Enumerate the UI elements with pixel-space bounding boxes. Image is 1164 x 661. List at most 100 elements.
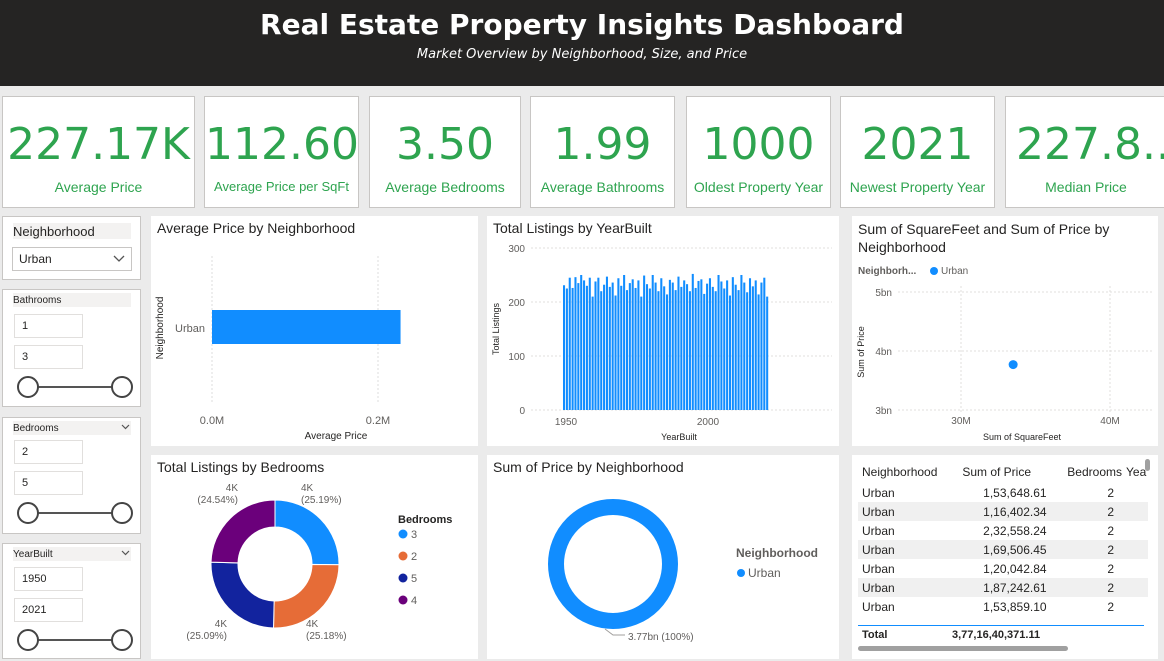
chevron-down-icon[interactable] <box>113 255 125 263</box>
donut-slice-4[interactable] <box>210 499 276 564</box>
neighborhood-dropdown[interactable]: Urban <box>12 247 132 271</box>
property-table[interactable]: Neighborhood Sum of Price Bedrooms Yea U… <box>852 455 1158 659</box>
horizontal-scrollbar[interactable] <box>858 646 1068 651</box>
bar-year-1955[interactable] <box>577 283 580 410</box>
bar-year-1976[interactable] <box>637 280 640 410</box>
column-header[interactable]: Neighborhood <box>862 465 938 479</box>
bar-year-1985[interactable] <box>663 286 666 410</box>
bar-year-2004[interactable] <box>717 275 720 410</box>
bar-year-2003[interactable] <box>714 291 717 410</box>
bar-year-2018[interactable] <box>757 294 760 410</box>
bar-year-1978[interactable] <box>643 275 646 410</box>
kpi-card-average-bathrooms[interactable]: 1.99 Average Bathrooms <box>530 96 675 208</box>
bar-year-1984[interactable] <box>660 278 663 410</box>
yearbuilt-max-input[interactable]: 2021 <box>14 598 83 622</box>
bar-year-2010[interactable] <box>734 284 737 410</box>
bar-year-1993[interactable] <box>686 284 689 410</box>
bar-year-2013[interactable] <box>743 282 746 410</box>
bar-year-2012[interactable] <box>740 275 743 410</box>
bar-year-1972[interactable] <box>625 290 629 410</box>
bar-year-1986[interactable] <box>666 294 669 410</box>
bar-year-2005[interactable] <box>720 281 723 410</box>
bar-year-2002[interactable] <box>711 286 714 410</box>
bar-year-1954[interactable] <box>574 277 577 410</box>
kpi-card-average-price-per-sqft[interactable]: 112.60 Average Price per SqFt <box>204 96 359 208</box>
bar-year-2007[interactable] <box>726 280 729 410</box>
bar-year-1975[interactable] <box>634 287 637 410</box>
column-header[interactable]: Bedrooms <box>1067 465 1122 479</box>
kpi-card-newest-property-year[interactable]: 2021 Newest Property Year <box>840 96 995 208</box>
bar-year-1965[interactable] <box>605 276 608 410</box>
bar-year-1981[interactable] <box>651 275 654 410</box>
bar-year-1966[interactable] <box>608 286 611 410</box>
bar-year-1979[interactable] <box>645 284 649 410</box>
squarefeet-price-scatter-chart[interactable]: Sum of SquareFeet and Sum of Price by Ne… <box>852 216 1158 446</box>
bar-year-1967[interactable] <box>611 282 614 410</box>
bar-year-1982[interactable] <box>654 282 657 410</box>
bar-year-2021[interactable] <box>766 296 769 410</box>
chevron-down-icon[interactable] <box>121 550 130 556</box>
bar-year-1951[interactable] <box>565 288 568 411</box>
bar-year-1963[interactable] <box>600 291 603 410</box>
bar-year-1964[interactable] <box>603 284 606 410</box>
bar-year-1961[interactable] <box>594 281 597 410</box>
price-by-neighborhood-donut[interactable]: Sum of Price by Neighborhood Neighborhoo… <box>487 455 839 659</box>
yearbuilt-min-input[interactable]: 1950 <box>14 567 83 591</box>
bar-year-1996[interactable] <box>694 287 697 410</box>
bar-year-2015[interactable] <box>748 278 752 410</box>
range-handle-min[interactable] <box>17 376 39 398</box>
range-handle-max[interactable] <box>111 502 133 524</box>
kpi-card-average-bedrooms[interactable]: 3.50 Average Bedrooms <box>369 96 521 208</box>
vertical-scrollbar[interactable] <box>1145 459 1150 471</box>
range-handle-min[interactable] <box>17 629 39 651</box>
bar-year-2014[interactable] <box>746 292 749 410</box>
range-handle-max[interactable] <box>111 629 133 651</box>
table-row[interactable]: Urban 1,20,042.84 2 <box>858 559 1148 578</box>
avg-price-by-neighborhood-chart[interactable]: Average Price by Neighborhood Neighborho… <box>151 216 478 446</box>
bar-year-1970[interactable] <box>620 285 623 410</box>
bar-year-1956[interactable] <box>580 275 583 410</box>
bar-year-1977[interactable] <box>640 296 643 410</box>
kpi-card-oldest-property-year[interactable]: 1000 Oldest Property Year <box>686 96 831 208</box>
bar-year-2009[interactable] <box>731 277 734 410</box>
range-handle-max[interactable] <box>111 376 133 398</box>
bedrooms-min-input[interactable]: 2 <box>14 440 83 464</box>
bar-urban[interactable] <box>212 310 401 344</box>
bar-year-1999[interactable] <box>703 293 706 410</box>
bar-year-1957[interactable] <box>583 280 586 410</box>
donut-slice-3[interactable] <box>274 499 340 566</box>
range-handle-min[interactable] <box>17 502 39 524</box>
bar-year-1968[interactable] <box>614 295 617 410</box>
table-row[interactable]: Urban 2,32,558.24 2 <box>858 521 1148 540</box>
table-row[interactable]: Urban 1,69,506.45 2 <box>858 540 1148 559</box>
bar-year-2001[interactable] <box>708 278 711 410</box>
listings-by-bedrooms-donut[interactable]: Total Listings by Bedrooms Bedrooms 4K (2… <box>151 455 478 659</box>
bar-year-1988[interactable] <box>671 282 674 410</box>
donut-slice-urban[interactable] <box>548 499 678 629</box>
bar-year-1980[interactable] <box>648 288 651 411</box>
bar-year-1983[interactable] <box>657 291 660 410</box>
bar-year-2011[interactable] <box>737 290 740 410</box>
bar-year-1958[interactable] <box>585 285 588 410</box>
bar-year-1997[interactable] <box>697 280 700 410</box>
bar-year-1991[interactable] <box>680 286 683 410</box>
bar-year-1992[interactable] <box>683 280 686 410</box>
bar-year-1960[interactable] <box>591 296 594 410</box>
bar-year-1990[interactable] <box>677 276 680 410</box>
bar-year-1971[interactable] <box>623 275 626 410</box>
bar-year-1995[interactable] <box>691 273 694 410</box>
bar-year-1959[interactable] <box>588 277 591 410</box>
table-row[interactable]: Urban 1,87,242.61 2 <box>858 578 1148 597</box>
table-row[interactable]: Urban 1,16,402.34 2 <box>858 502 1148 521</box>
bar-year-1953[interactable] <box>571 287 574 410</box>
table-row[interactable]: Urban 1,53,648.61 2 <box>858 483 1148 502</box>
bar-year-2019[interactable] <box>760 282 763 410</box>
table-row[interactable]: Urban 1,53,859.10 2 <box>858 597 1148 616</box>
column-header[interactable]: Yea <box>1126 465 1147 479</box>
bar-year-1962[interactable] <box>597 277 600 410</box>
bar-year-2017[interactable] <box>754 280 757 410</box>
bar-year-1994[interactable] <box>688 291 691 410</box>
bar-year-2020[interactable] <box>763 277 766 410</box>
bar-year-1969[interactable] <box>617 278 620 410</box>
bar-year-2016[interactable] <box>751 286 754 410</box>
